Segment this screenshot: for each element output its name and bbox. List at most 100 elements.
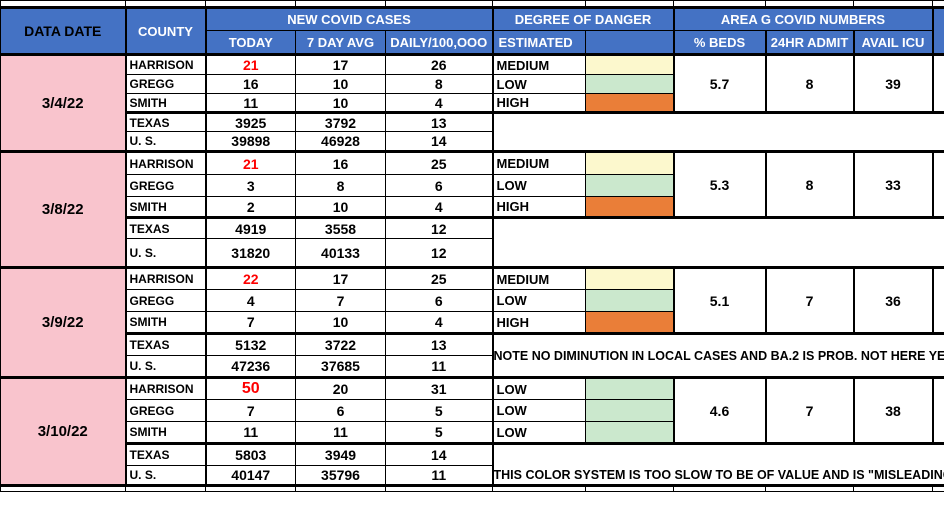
empty-cell[interactable] — [125, 0, 206, 8]
county-cell[interactable]: GREGG — [124, 174, 206, 197]
empty-cell[interactable] — [295, 484, 386, 492]
danger-cell[interactable]: LOW — [491, 376, 586, 400]
avg-cell[interactable]: 11 — [295, 421, 386, 444]
icu-cell[interactable]: 39 — [852, 53, 934, 113]
danger-cell[interactable]: MEDIUM — [491, 150, 586, 175]
today-cell[interactable]: 11 — [204, 421, 296, 444]
header-estimated[interactable]: ESTIMATED — [491, 30, 586, 55]
daily-cell[interactable]: 25 — [385, 266, 493, 290]
county-cell[interactable]: U. S. — [124, 355, 206, 378]
note-cell[interactable] — [491, 216, 944, 268]
note-cell[interactable]: NOTE NO DIMINUTION IN LOCAL CASES AND BA… — [491, 332, 944, 378]
date-cell[interactable]: 3/10/22 — [0, 376, 126, 486]
danger-swatch[interactable] — [585, 376, 674, 400]
empty-cell[interactable] — [585, 0, 674, 8]
daily-cell[interactable]: 5 — [385, 399, 493, 422]
daily-cell[interactable]: 4 — [385, 196, 493, 218]
today-cell[interactable]: 5132 — [204, 332, 296, 356]
daily-cell[interactable]: 4 — [385, 93, 493, 113]
pct-beds-cell[interactable]: 5.1 — [672, 266, 766, 334]
danger-cell[interactable]: LOW — [491, 399, 586, 422]
danger-cell[interactable]: LOW — [491, 289, 586, 312]
today-cell[interactable]: 47236 — [204, 355, 296, 378]
avg-cell[interactable]: 20 — [295, 376, 386, 400]
today-cell[interactable]: 21 — [204, 53, 296, 75]
danger-swatch[interactable] — [585, 53, 674, 75]
county-cell[interactable]: TEXAS — [124, 111, 206, 132]
avg-cell[interactable]: 10 — [295, 196, 386, 218]
county-cell[interactable]: TEXAS — [124, 216, 206, 239]
avg-cell[interactable]: 17 — [295, 266, 386, 290]
admit-cell[interactable]: 7 — [764, 376, 854, 444]
header-avail-icu[interactable]: AVAIL ICU — [852, 30, 934, 55]
empty-cell[interactable] — [205, 484, 296, 492]
note-cell[interactable]: THIS COLOR SYSTEM IS TOO SLOW TO BE OF V… — [491, 442, 944, 486]
empty-cell[interactable] — [295, 0, 386, 8]
empty-cell[interactable] — [932, 0, 944, 8]
county-cell[interactable]: SMITH — [124, 93, 206, 113]
daily-cell[interactable]: 12 — [385, 238, 493, 268]
today-cell[interactable]: 40147 — [204, 465, 296, 486]
empty-cell[interactable] — [385, 0, 493, 8]
daily-cell[interactable]: 8 — [385, 74, 493, 94]
today-cell[interactable]: 50 — [204, 376, 296, 400]
header-degree-of-danger[interactable]: DEGREE OF DANGER — [491, 6, 674, 31]
danger-cell[interactable]: HIGH — [491, 311, 586, 334]
avg-cell[interactable]: 3722 — [295, 332, 386, 356]
today-cell[interactable]: 4919 — [204, 216, 296, 239]
daily-cell[interactable]: 13 — [385, 332, 493, 356]
danger-swatch[interactable] — [585, 266, 674, 290]
today-cell[interactable]: 31820 — [204, 238, 296, 268]
empty-cell[interactable] — [205, 0, 296, 8]
danger-swatch[interactable] — [585, 74, 674, 94]
header-new-covid-cases[interactable]: NEW COVID CASES — [204, 6, 493, 31]
danger-swatch[interactable] — [585, 150, 674, 175]
daily-cell[interactable]: 14 — [385, 442, 493, 466]
county-cell[interactable]: HARRISON — [124, 53, 206, 75]
overflow-cell[interactable] — [932, 150, 944, 218]
icu-cell[interactable]: 36 — [852, 266, 934, 334]
avg-cell[interactable]: 10 — [295, 311, 386, 334]
empty-cell[interactable] — [853, 0, 933, 8]
danger-cell[interactable]: LOW — [491, 74, 586, 94]
pct-beds-cell[interactable]: 5.3 — [672, 150, 766, 218]
danger-swatch[interactable] — [585, 399, 674, 422]
danger-swatch[interactable] — [585, 174, 674, 197]
county-cell[interactable]: HARRISON — [124, 376, 206, 400]
avg-cell[interactable]: 8 — [295, 174, 386, 197]
header-swatch[interactable] — [585, 30, 674, 55]
today-cell[interactable]: 4 — [204, 289, 296, 312]
empty-cell[interactable] — [585, 484, 674, 492]
today-cell[interactable]: 7 — [204, 311, 296, 334]
danger-swatch[interactable] — [585, 289, 674, 312]
icu-cell[interactable]: 38 — [852, 376, 934, 444]
header-today[interactable]: TODAY — [204, 30, 296, 55]
avg-cell[interactable]: 40133 — [295, 238, 386, 268]
county-cell[interactable]: HARRISON — [124, 266, 206, 290]
daily-cell[interactable]: 12 — [385, 216, 493, 239]
overflow-cell[interactable] — [932, 266, 944, 334]
danger-cell[interactable]: MEDIUM — [491, 266, 586, 290]
county-cell[interactable]: U. S. — [124, 131, 206, 152]
empty-cell[interactable] — [0, 484, 126, 492]
header-7-day-avg[interactable]: 7 DAY AVG — [295, 30, 386, 55]
today-cell[interactable]: 11 — [204, 93, 296, 113]
county-cell[interactable]: GREGG — [124, 399, 206, 422]
avg-cell[interactable]: 35796 — [295, 465, 386, 486]
today-cell[interactable]: 16 — [204, 74, 296, 94]
daily-cell[interactable]: 11 — [385, 355, 493, 378]
header-24hr-admit[interactable]: 24HR ADMIT — [764, 30, 854, 55]
danger-cell[interactable]: MEDIUM — [491, 53, 586, 75]
header-county[interactable]: COUNTY — [124, 6, 206, 55]
empty-cell[interactable] — [673, 484, 766, 492]
county-cell[interactable]: SMITH — [124, 196, 206, 218]
overflow-cell[interactable] — [932, 53, 944, 113]
avg-cell[interactable]: 7 — [295, 289, 386, 312]
county-cell[interactable]: TEXAS — [124, 442, 206, 466]
today-cell[interactable]: 2 — [204, 196, 296, 218]
date-cell[interactable]: 3/4/22 — [0, 53, 126, 152]
daily-cell[interactable]: 14 — [385, 131, 493, 152]
avg-cell[interactable]: 10 — [295, 93, 386, 113]
pct-beds-cell[interactable]: 5.7 — [672, 53, 766, 113]
today-cell[interactable]: 3 — [204, 174, 296, 197]
